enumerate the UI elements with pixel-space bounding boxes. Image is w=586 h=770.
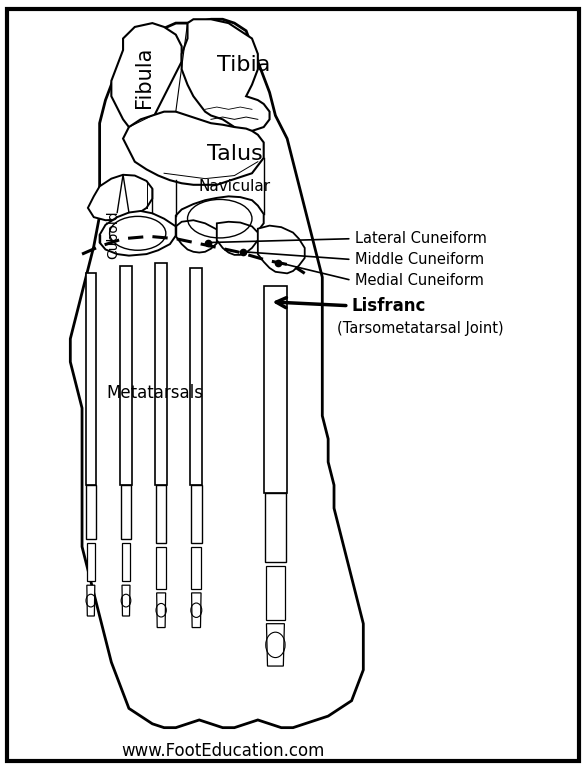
Text: Navicular: Navicular <box>198 179 271 194</box>
Text: Cuboid: Cuboid <box>106 210 120 259</box>
Polygon shape <box>267 624 284 666</box>
Polygon shape <box>87 543 95 581</box>
Text: Fibula: Fibula <box>134 46 154 108</box>
Polygon shape <box>266 566 285 620</box>
Polygon shape <box>111 23 182 131</box>
Polygon shape <box>86 273 96 485</box>
Polygon shape <box>87 585 95 616</box>
Polygon shape <box>122 543 130 581</box>
Polygon shape <box>176 196 264 240</box>
Polygon shape <box>176 220 217 253</box>
Polygon shape <box>264 286 287 493</box>
Polygon shape <box>121 485 131 539</box>
Polygon shape <box>191 485 202 543</box>
Polygon shape <box>156 485 166 543</box>
Polygon shape <box>182 19 270 131</box>
Polygon shape <box>121 266 132 485</box>
Polygon shape <box>258 226 305 273</box>
Text: Lisfranc: Lisfranc <box>352 296 426 315</box>
Polygon shape <box>155 263 167 485</box>
Text: Tibia: Tibia <box>216 55 270 75</box>
Polygon shape <box>265 493 286 562</box>
Text: Metatarsals: Metatarsals <box>107 383 204 402</box>
Polygon shape <box>86 485 96 539</box>
Text: (Tarsometatarsal Joint): (Tarsometatarsal Joint) <box>337 320 503 336</box>
Text: www.FootEducation.com: www.FootEducation.com <box>121 742 325 760</box>
Polygon shape <box>122 585 130 616</box>
Polygon shape <box>123 112 264 185</box>
Text: Talus: Talus <box>206 144 263 164</box>
Polygon shape <box>156 547 166 589</box>
Polygon shape <box>156 593 166 628</box>
Polygon shape <box>191 547 202 589</box>
Polygon shape <box>190 268 203 485</box>
Polygon shape <box>70 19 363 728</box>
Text: Lateral Cuneiform: Lateral Cuneiform <box>355 231 486 246</box>
Polygon shape <box>217 222 258 255</box>
Text: Medial Cuneiform: Medial Cuneiform <box>355 273 483 288</box>
Polygon shape <box>100 211 176 256</box>
Polygon shape <box>192 593 201 628</box>
Polygon shape <box>88 175 152 220</box>
Text: Middle Cuneiform: Middle Cuneiform <box>355 252 483 267</box>
